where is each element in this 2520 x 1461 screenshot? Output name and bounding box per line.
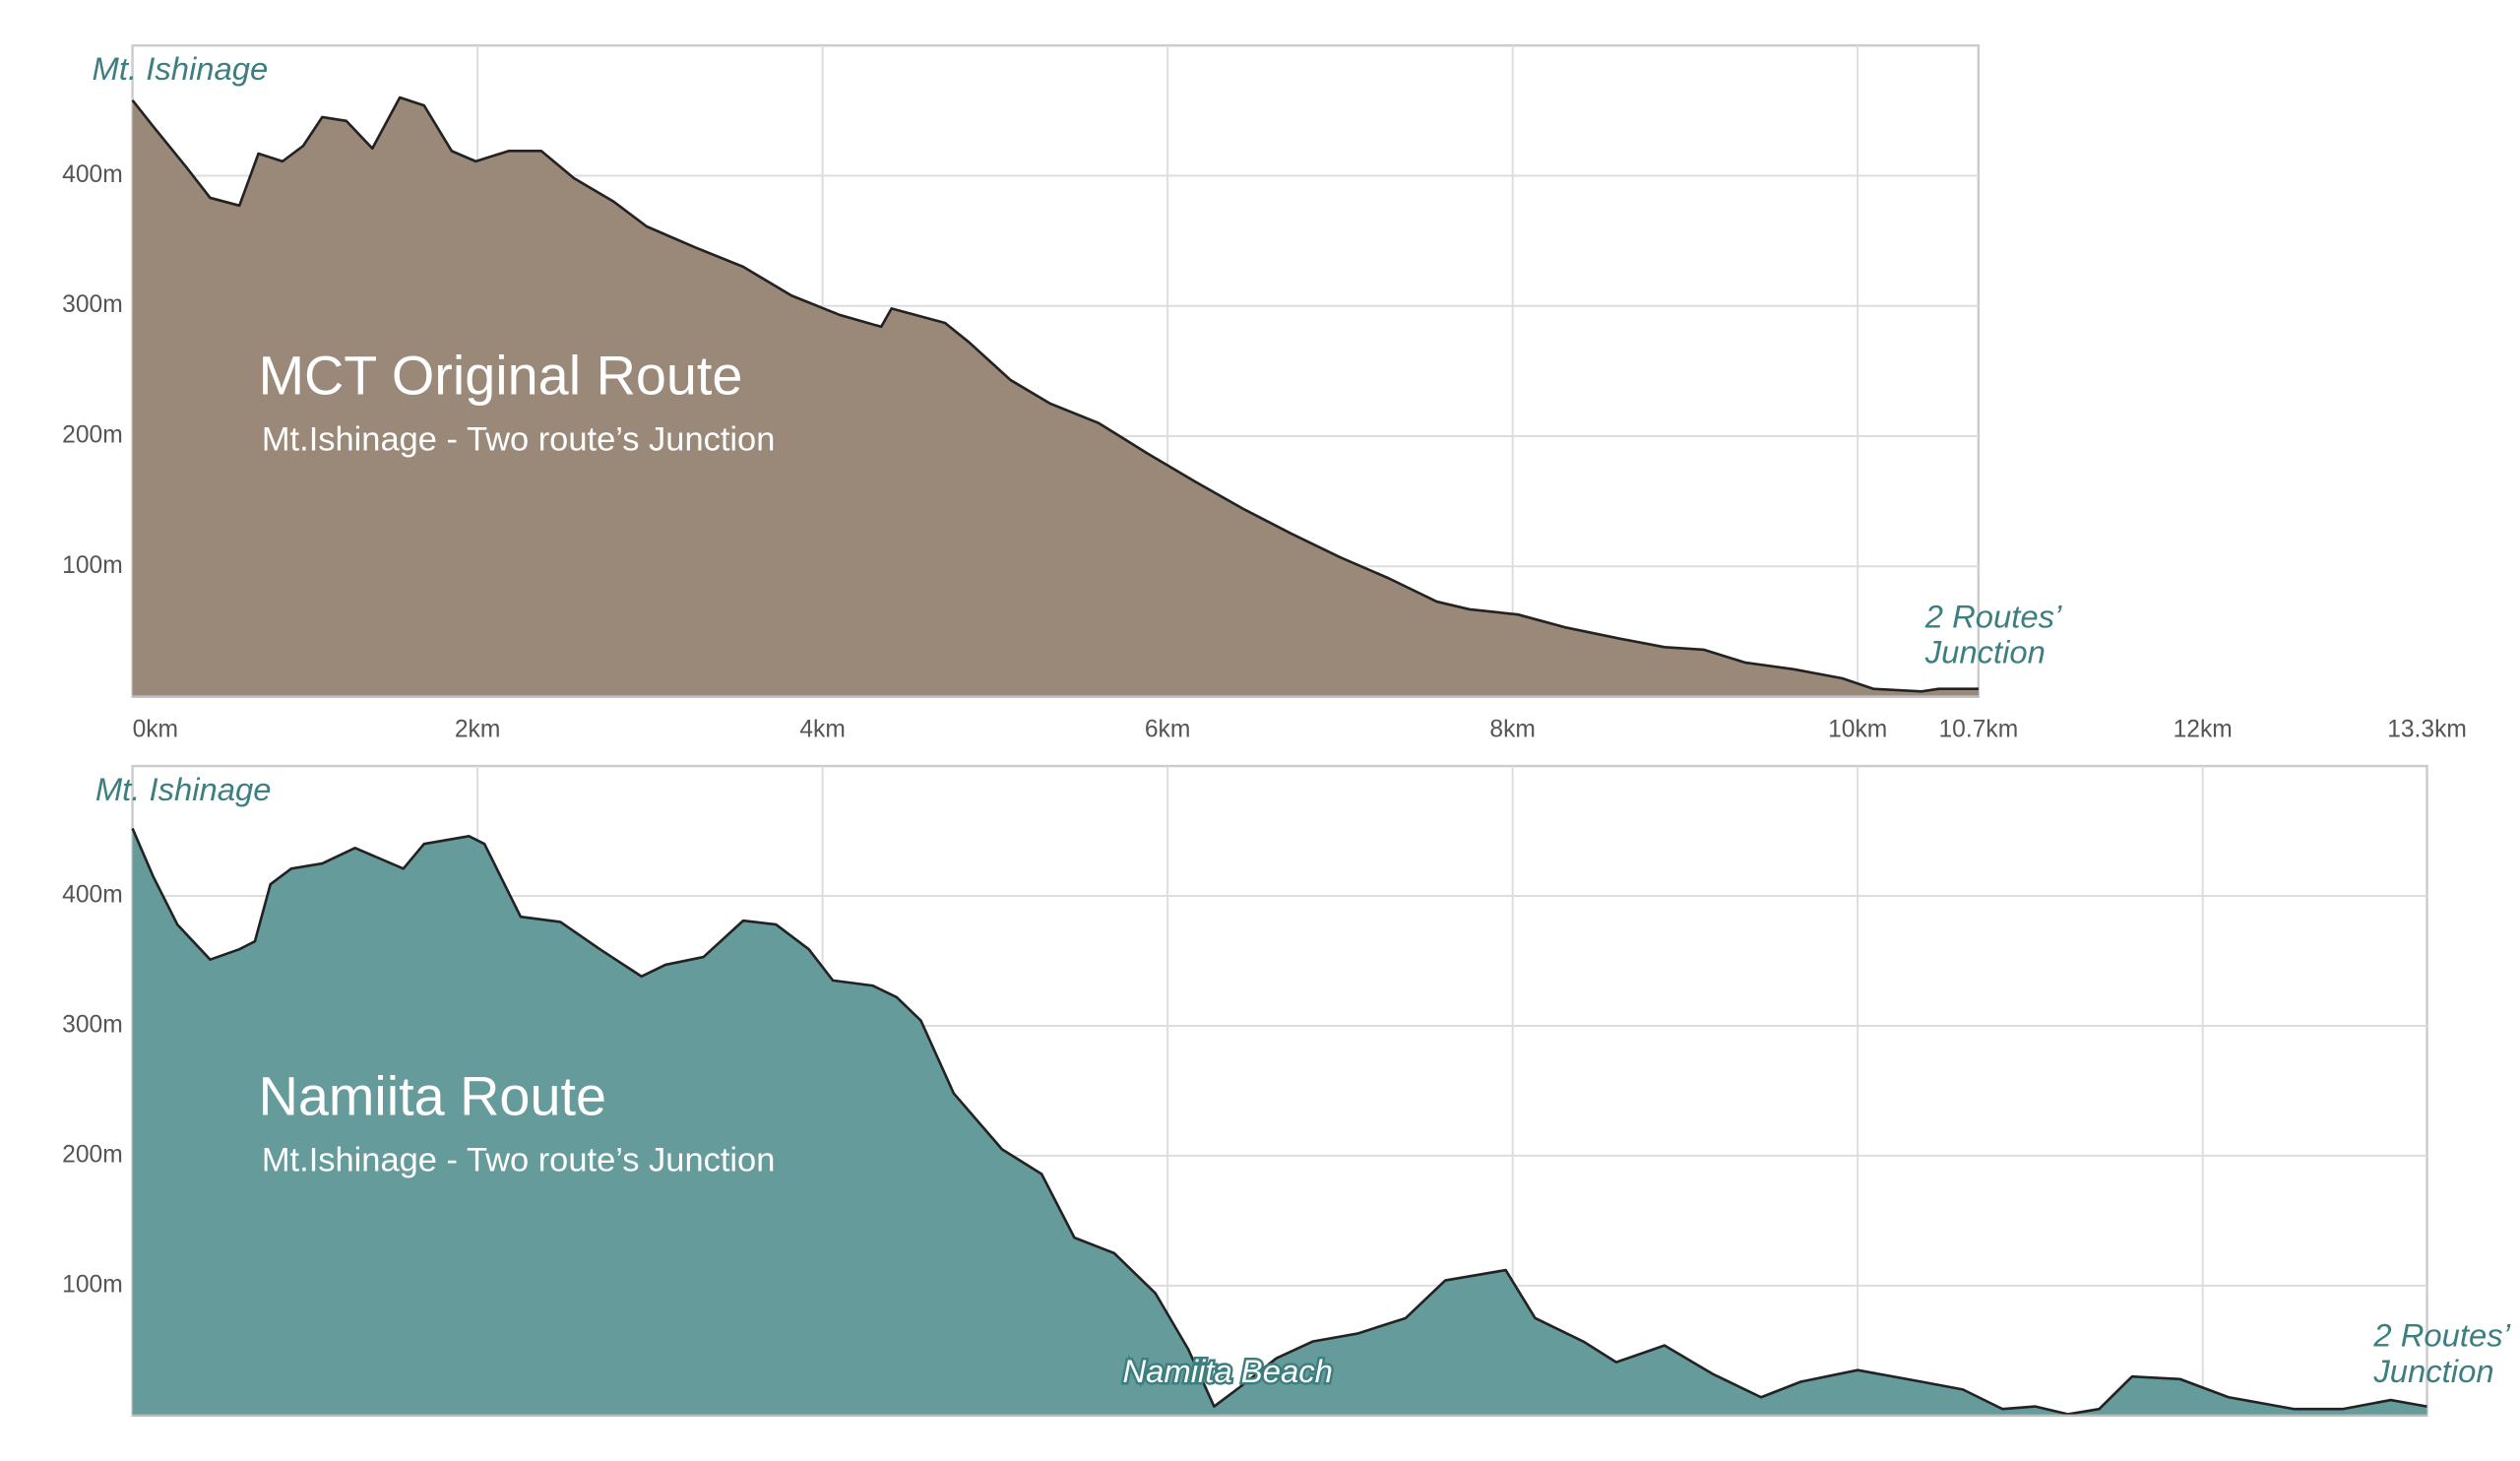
y-tick-label: 100m <box>62 1271 123 1298</box>
x-tick-label: 12km <box>2174 717 2233 743</box>
x-tick-label: 10.7km <box>1939 717 2019 743</box>
y-tick-label: 300m <box>62 291 123 318</box>
x-tick-label: 10km <box>1828 717 1887 743</box>
y-tick-label: 200m <box>62 1141 123 1168</box>
end-label: 2 Routes’ <box>2372 1317 2510 1354</box>
start-label: Mt. Ishinage <box>93 50 269 87</box>
end-label: 2 Routes’ <box>1924 598 2062 634</box>
place-label: Namiita Beach <box>1122 1353 1332 1389</box>
elevation-line <box>131 95 1979 693</box>
x-tick-label: 13.3km <box>2387 717 2467 743</box>
route-subtitle: Mt.Ishinage - Two route’s Junction <box>262 420 776 458</box>
x-tick-label: 6km <box>1145 717 1191 743</box>
route-title: Namiita Route <box>259 1065 606 1127</box>
y-tick-label: 100m <box>62 552 123 579</box>
x-tick-label: 4km <box>799 717 846 743</box>
end-label: Junction <box>2372 1353 2493 1389</box>
elevation-area <box>132 97 1979 697</box>
y-tick-label: 200m <box>62 422 123 449</box>
y-tick-label: 400m <box>62 161 123 188</box>
y-tick-label: 300m <box>62 1011 123 1038</box>
start-label: Mt. Ishinage <box>95 771 272 807</box>
route-title: MCT Original Route <box>259 345 743 407</box>
elevation-line <box>131 827 2427 1416</box>
route-subtitle: Mt.Ishinage - Two route’s Junction <box>262 1141 776 1178</box>
x-tick-label: 0km <box>133 717 179 743</box>
end-label: Junction <box>1924 634 2046 670</box>
x-tick-label: 2km <box>455 717 501 743</box>
y-tick-label: 400m <box>62 882 123 909</box>
x-tick-label: 8km <box>1489 717 1536 743</box>
elevation-area <box>132 828 2427 1416</box>
